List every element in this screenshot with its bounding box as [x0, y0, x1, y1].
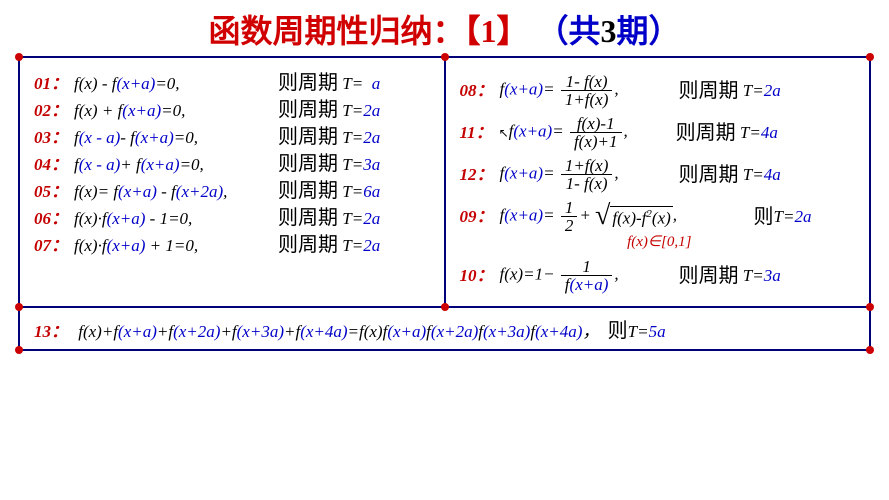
corner-dot: [866, 53, 874, 61]
rule-09-note: f(x)∈[0,1]: [460, 232, 860, 251]
rule-03: 03： f(x - a)- f(x+a)=0, 则周期 T=2a: [34, 127, 434, 147]
corner-dot: [15, 53, 23, 61]
rule-07: 07： f(x)·f(x+a) + 1=0, 则周期 T=2a: [34, 235, 434, 255]
fraction: 1 2: [561, 199, 578, 234]
fraction: f(x)-1 f(x)+1: [570, 115, 622, 150]
rule-06: 06： f(x)·f(x+a) - 1=0, 则周期 T=2a: [34, 208, 434, 228]
cursor-icon: ↖: [499, 127, 509, 139]
fraction: 1- f(x) 1+f(x): [561, 73, 613, 108]
rule-11: 11：↖ f(x+a)= f(x)-1 f(x)+1 , 则周期 T=4a: [460, 115, 860, 150]
rule-13: 13： f(x)+f(x+a)+f(x+2a)+f(x+3a)+f(x+4a)=…: [20, 306, 869, 349]
page-title: 函数周期性归纳：【1】 （共3期）: [0, 0, 889, 56]
corner-dot: [866, 303, 874, 311]
right-column: 08： f(x+a)= 1- f(x) 1+f(x) , 则周期 T=2a 11…: [444, 58, 870, 306]
rule-04: 04： f(x - a)+ f(x+a)=0, 则周期 T=3a: [34, 154, 434, 174]
corner-dot: [15, 303, 23, 311]
formula-box: 01： f(x) - f(x+a)=0, 则周期 T= a 02： f(x) +…: [18, 56, 871, 351]
rule-02: 02： f(x) + f(x+a)=0, 则周期 T=2a: [34, 100, 434, 120]
title-part4: 3: [601, 13, 617, 49]
fraction: 1 f(x+a): [561, 258, 613, 293]
title-part3: （共: [537, 13, 601, 49]
title-part5: 期）: [617, 13, 681, 49]
sqrt: √ f(x)-f2(x): [595, 206, 673, 227]
corner-dot: [441, 53, 449, 61]
rule-12: 12： f(x+a)= 1+f(x) 1- f(x) , 则周期 T=4a: [460, 157, 860, 192]
corner-dot: [441, 303, 449, 311]
rule-05: 05： f(x)= f(x+a) - f(x+2a), 则周期 T=6a: [34, 181, 434, 201]
rule-01: 01： f(x) - f(x+a)=0, 则周期 T= a: [34, 73, 434, 93]
rule-09: 09： f(x+a)= 1 2 + √ f(x)-f2(x) , 则T=2a: [460, 199, 860, 234]
left-column: 01： f(x) - f(x+a)=0, 则周期 T= a 02： f(x) +…: [20, 58, 444, 306]
fraction: 1+f(x) 1- f(x): [561, 157, 613, 192]
rule-08: 08： f(x+a)= 1- f(x) 1+f(x) , 则周期 T=2a: [460, 73, 860, 108]
title-part1: 函数周期性归纳：: [208, 13, 464, 49]
title-part2: 【1】: [464, 13, 528, 49]
rule-10: 10： f(x)=1− 1 f(x+a) , 则周期 T=3a: [460, 258, 860, 293]
columns: 01： f(x) - f(x+a)=0, 则周期 T= a 02： f(x) +…: [20, 58, 869, 306]
